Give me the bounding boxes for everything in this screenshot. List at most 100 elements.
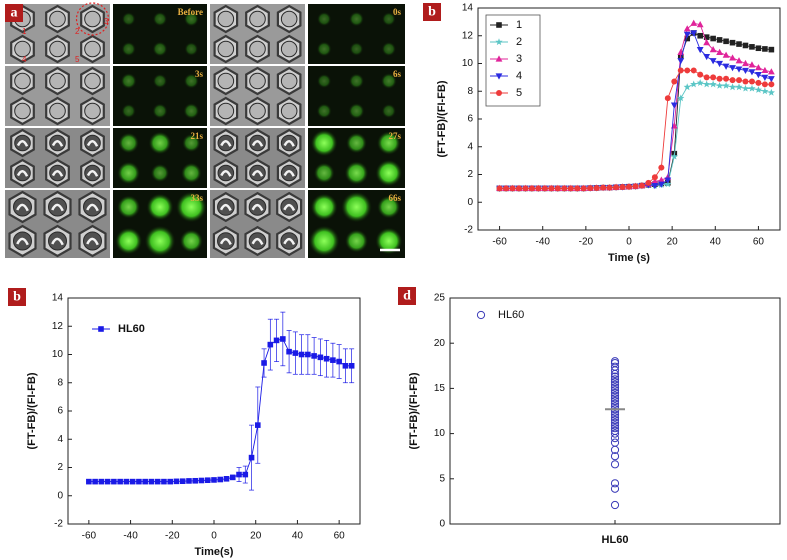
marker [729,39,736,46]
marker [610,362,620,371]
cell [48,231,67,251]
cell [14,72,31,90]
marker [755,64,762,71]
fluorescent-cell [183,73,199,89]
cell-crescent [251,139,264,147]
cell [49,40,66,58]
cell-crescent [51,203,64,212]
marker [710,35,716,42]
marker [236,471,242,478]
marker [677,58,685,65]
marker [167,478,173,485]
marker [248,454,255,461]
panel-label-box [423,3,441,21]
marker [761,74,769,81]
x-axis-label: Time(s) [195,546,234,558]
marker [476,310,486,320]
cell [217,10,235,28]
marker [561,185,568,192]
y-tick-label: 10 [462,58,474,69]
cell [13,197,32,217]
marker [671,78,678,85]
marker [317,354,324,361]
marker [610,377,620,387]
fluorescent-cell [310,129,338,157]
cell-crescent [86,237,99,246]
marker [658,164,665,171]
marker [742,42,749,49]
marker [664,180,672,188]
marker [651,183,659,190]
marker [280,336,286,342]
cell-crescent [219,237,232,246]
y-tick-label: 5 [439,473,445,484]
frame-time: Before [178,7,203,17]
marker [580,185,587,192]
marker [528,185,535,192]
marker [92,478,98,485]
marker [567,185,574,192]
fluorescent-cell [179,229,204,253]
marker [223,476,230,482]
marker [179,478,186,485]
marker [703,53,711,61]
cell-crescent [251,169,264,177]
x-tick-label: 40 [710,237,722,248]
marker [610,424,620,433]
marker [690,80,698,88]
marker [129,478,136,485]
y-tick-label: 10 [52,349,64,360]
x-tick-label: -60 [82,531,97,542]
legend-label: HL60 [118,323,145,335]
y-tick-label: 0 [439,519,445,530]
fluorescent-cell [175,191,207,223]
cell-crescent [251,237,264,246]
cell [280,10,298,28]
marker [495,38,503,46]
y-axis-label: (FT-FB)/(FI-FB) [26,372,38,449]
marker [255,422,261,428]
marker [142,478,148,485]
marker [117,478,123,485]
marker [741,84,750,92]
marker [735,66,743,73]
y-tick-label: 14 [52,293,64,304]
cell [14,134,31,152]
marker [509,185,516,192]
x-tick-label: -20 [165,531,180,542]
marker [610,479,620,488]
fluorescent-cell [313,162,335,184]
marker [548,185,555,192]
marker [173,478,180,485]
cell-crescent [283,139,295,147]
marker [242,471,249,478]
marker [684,67,691,74]
x-tick-label: 60 [753,237,765,248]
marker [696,47,704,54]
marker [722,51,730,58]
cell [217,102,235,120]
marker [664,95,671,102]
fluorescent-cell [152,11,168,27]
cell-crescent [283,237,296,246]
marker [186,478,192,484]
x-tick-label: -20 [579,237,594,248]
panel-label: a [11,6,18,21]
marker [709,58,717,65]
fluorescent-cell [184,42,199,56]
x-tick-label: -60 [492,237,507,248]
marker [496,185,503,192]
marker [522,185,529,192]
marker [610,386,620,395]
legend-label: 5 [516,87,522,99]
cell [48,197,67,217]
cell [13,231,32,251]
marker [192,477,199,484]
fluorescent-cell [121,12,136,26]
marker [554,185,561,192]
marker [610,500,620,510]
marker [495,55,503,62]
cell-crescent [251,203,264,212]
cell-number: 2 [75,27,80,36]
legend-label: 4 [516,70,522,82]
